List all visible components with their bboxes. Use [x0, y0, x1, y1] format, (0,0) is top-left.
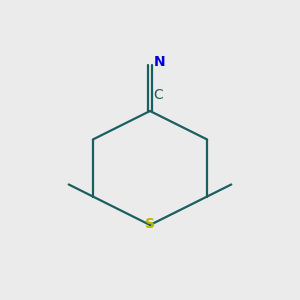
Text: C: C	[154, 88, 163, 102]
Text: N: N	[154, 55, 165, 69]
Text: S: S	[145, 217, 155, 231]
